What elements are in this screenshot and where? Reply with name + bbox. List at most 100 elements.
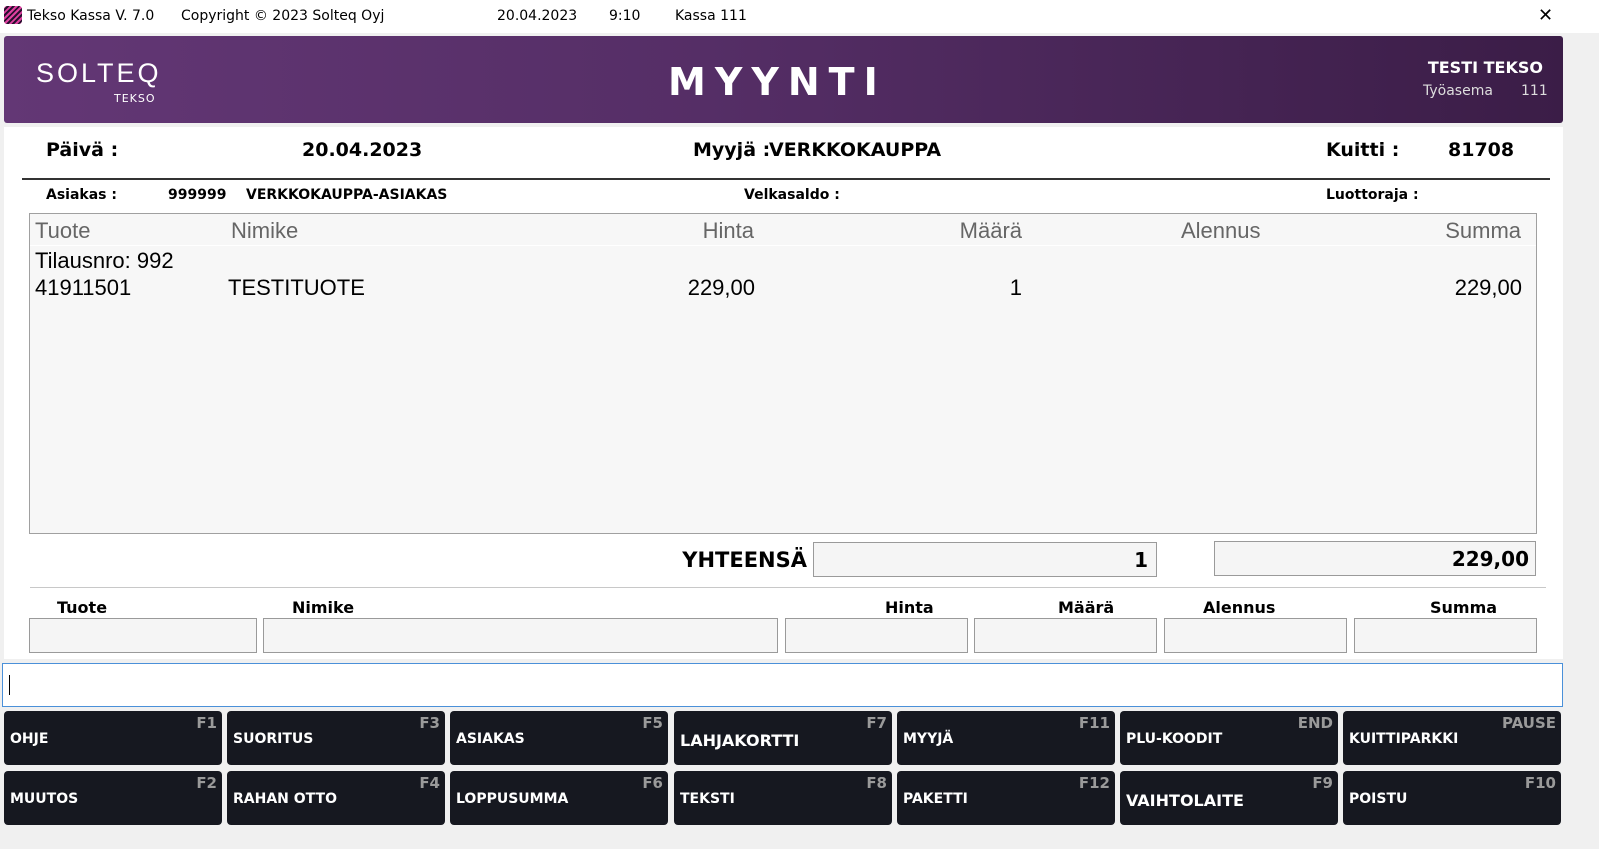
workstation-number: 111	[1521, 83, 1548, 99]
shortcut-key: F4	[419, 774, 440, 792]
shortcut-key: F2	[196, 774, 217, 792]
shortcut-key: PAUSE	[1502, 714, 1556, 732]
entry-label-summa: Summa	[1430, 598, 1498, 617]
copyright: Copyright © 2023 Solteq Oyj	[181, 8, 385, 24]
button-label: MYYJÄ	[903, 731, 954, 747]
command-input[interactable]	[2, 663, 1563, 707]
function-button-lahjakortti[interactable]: F7 LAHJAKORTTI	[674, 711, 892, 765]
app-title: Tekso Kassa V. 7.0	[27, 8, 155, 24]
order-number: Tilausnro: 992	[35, 248, 174, 273]
col-header-tuote: Tuote	[35, 218, 91, 243]
seller-value: VERKKOKAUPPA	[769, 139, 942, 161]
entry-label-hinta: Hinta	[885, 598, 934, 617]
button-label: ASIAKAS	[456, 731, 525, 747]
divider	[22, 178, 1550, 180]
function-button-ohje[interactable]: F1 OHJE	[4, 711, 222, 765]
function-button-asiakas[interactable]: F5 ASIAKAS	[450, 711, 668, 765]
function-button-paketti[interactable]: F12 PAKETTI	[897, 771, 1115, 825]
function-button-suoritus[interactable]: F3 SUORITUS	[227, 711, 445, 765]
button-label: TEKSTI	[680, 791, 735, 807]
button-label: VAIHTOLAITE	[1126, 791, 1244, 810]
header-banner: SOLTEQ TEKSO MYYNTI TESTI TEKSO Työasema…	[4, 36, 1563, 123]
function-button-teksti[interactable]: F8 TEKSTI	[674, 771, 892, 825]
function-button-vaihtolaite[interactable]: F9 VAIHTOLAITE	[1120, 771, 1338, 825]
total-sum: 229,00	[1451, 547, 1529, 571]
entry-label-alennus: Alennus	[1203, 598, 1276, 617]
shortcut-key: F1	[196, 714, 217, 732]
shortcut-key: F5	[642, 714, 663, 732]
button-label: PLU-KOODIT	[1126, 731, 1223, 747]
seller-label: Myyjä :	[693, 139, 771, 161]
function-button-rahan-otto[interactable]: F4 RAHAN OTTO	[227, 771, 445, 825]
function-button-loppusumma[interactable]: F6 LOPPUSUMMA	[450, 771, 668, 825]
text-cursor	[9, 675, 10, 695]
discount-input[interactable]	[1164, 618, 1347, 653]
workstation-label: Työasema	[1423, 83, 1493, 99]
shortcut-key: F12	[1078, 774, 1110, 792]
shortcut-key: F11	[1078, 714, 1110, 732]
shortcut-key: F10	[1524, 774, 1556, 792]
customer-name: VERKKOKAUPPA-ASIAKAS	[246, 187, 448, 203]
button-label: RAHAN OTTO	[233, 791, 337, 807]
col-header-nimike: Nimike	[231, 218, 299, 243]
shortcut-key: F8	[866, 774, 887, 792]
logo-sub: TEKSO	[114, 92, 156, 105]
button-label: OHJE	[10, 731, 49, 747]
total-qty: 1	[1134, 548, 1148, 572]
row-name: TESTITUOTE	[228, 275, 365, 300]
product-name-input[interactable]	[263, 618, 778, 653]
product-code-input[interactable]	[29, 618, 257, 653]
col-header-alennus: Alennus	[1181, 218, 1261, 243]
button-label: MUUTOS	[10, 791, 79, 807]
price-input[interactable]	[785, 618, 968, 653]
quantity-input[interactable]	[974, 618, 1157, 653]
customer-label: Asiakas :	[46, 187, 117, 203]
function-button-kuittiparkki[interactable]: PAUSE KUITTIPARKKI	[1343, 711, 1561, 765]
debt-label: Velkasaldo :	[744, 187, 840, 203]
title-time: 9:10	[609, 8, 641, 24]
shortcut-key: F6	[642, 774, 663, 792]
date-value: 20.04.2023	[302, 139, 423, 161]
logo: SOLTEQ	[36, 58, 162, 88]
credit-limit-label: Luottoraja :	[1326, 187, 1419, 203]
button-label: PAKETTI	[903, 791, 968, 807]
entry-label-maara: Määrä	[1058, 598, 1115, 617]
close-icon[interactable]: ✕	[1538, 5, 1554, 26]
shortcut-key: F9	[1312, 774, 1333, 792]
col-header-summa: Summa	[1445, 218, 1521, 243]
entry-label-nimike: Nimike	[292, 598, 355, 617]
shortcut-key: END	[1297, 714, 1333, 732]
sales-lines-table[interactable]: Tuote Nimike Hinta Määrä Alennus Summa T…	[29, 213, 1537, 534]
user-name: TESTI TEKSO	[1427, 58, 1543, 77]
function-button-poistu[interactable]: F10 POISTU	[1343, 771, 1561, 825]
col-header-maara: Määrä	[959, 218, 1022, 243]
function-button-plu-koodit[interactable]: END PLU-KOODIT	[1120, 711, 1338, 765]
row-code: 41911501	[35, 275, 132, 300]
app-icon	[4, 6, 22, 24]
register: Kassa 111	[675, 8, 747, 24]
col-header-hinta: Hinta	[702, 218, 754, 243]
shortcut-key: F7	[866, 714, 887, 732]
page-title: MYYNTI	[668, 60, 887, 104]
date-label: Päivä :	[46, 139, 119, 161]
button-label: KUITTIPARKKI	[1349, 731, 1459, 747]
title-date: 20.04.2023	[497, 8, 578, 24]
sum-input[interactable]	[1354, 618, 1537, 653]
entry-label-tuote: Tuote	[57, 598, 108, 617]
button-label: SUORITUS	[233, 731, 314, 747]
title-bar: Tekso Kassa V. 7.0 Copyright © 2023 Solt…	[0, 0, 1599, 33]
function-button-myyjä[interactable]: F11 MYYJÄ	[897, 711, 1115, 765]
receipt-number: 81708	[1448, 139, 1515, 161]
total-qty-box: 1	[813, 542, 1157, 577]
total-sum-box: 229,00	[1214, 541, 1536, 576]
divider	[30, 587, 1546, 588]
row-qty: 1	[1009, 275, 1022, 300]
receipt-label: Kuitti :	[1326, 139, 1400, 161]
function-button-muutos[interactable]: F2 MUUTOS	[4, 771, 222, 825]
button-label: LOPPUSUMMA	[456, 791, 569, 807]
total-label: YHTEENSÄ	[682, 548, 807, 572]
row-price: 229,00	[687, 275, 755, 300]
button-label: LAHJAKORTTI	[680, 731, 800, 750]
row-sum: 229,00	[1454, 275, 1522, 300]
customer-id: 999999	[168, 187, 227, 203]
